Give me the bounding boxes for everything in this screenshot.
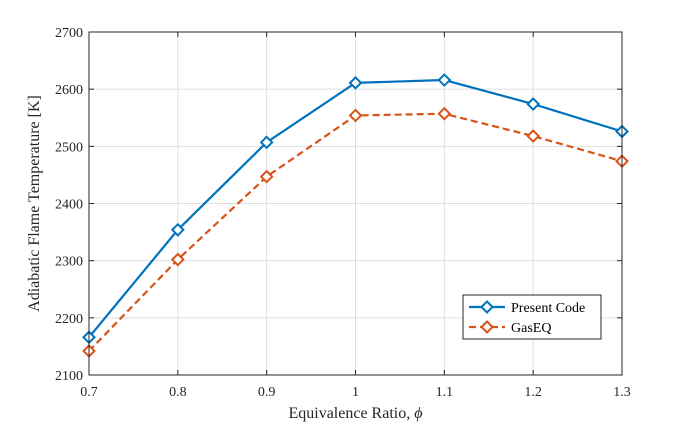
y-tick-label: 2500 [55, 140, 83, 155]
data-point-marker [170, 222, 185, 237]
x-tick-label: 0.9 [258, 385, 276, 400]
legend-label: Present Code [511, 301, 585, 316]
legend: Present Code GasEQ [462, 294, 602, 340]
x-tick-label: 0.8 [169, 385, 187, 400]
x-tick-label: 1 [352, 385, 359, 400]
x-tick-label: 1.1 [436, 385, 454, 400]
axis-ticks [88, 31, 623, 376]
data-point-marker [259, 169, 274, 184]
y-tick-label: 2400 [55, 198, 83, 213]
y-tick-label: 2100 [55, 369, 83, 384]
series-present-code [82, 73, 629, 345]
x-tick-label: 1.3 [613, 385, 631, 400]
data-point-marker [170, 252, 185, 267]
y-tick-label: 2700 [55, 26, 83, 41]
x-tick-label: 1.2 [524, 385, 542, 400]
x-axis-label-text: Equivalence Ratio, [288, 405, 414, 422]
y-tick-label: 2300 [55, 255, 83, 270]
x-axis-label: Equivalence Ratio, ϕ [288, 405, 422, 422]
data-point-marker [348, 108, 363, 123]
legend-label: GasEQ [511, 321, 551, 336]
data-point-marker [437, 73, 452, 87]
legend-marker [480, 320, 494, 334]
data-point-marker [526, 97, 541, 111]
legend-marker [480, 300, 494, 314]
data-point-marker [437, 106, 452, 121]
y-axis-label: Adiabatic Flame Temperature [K] [26, 95, 43, 312]
x-axis-label-symbol: ϕ [414, 405, 422, 422]
data-point-marker [526, 129, 541, 143]
data-point-marker [259, 135, 274, 150]
data-point-marker [348, 75, 363, 90]
x-tick-label: 0.7 [80, 385, 98, 400]
y-tick-label: 2600 [55, 83, 83, 98]
y-tick-label: 2200 [55, 312, 83, 327]
tick-labels: 0.7 0.8 0.9 1 1.1 1.2 1.3 2100 2200 2300 2400 2500 2… [55, 26, 631, 400]
